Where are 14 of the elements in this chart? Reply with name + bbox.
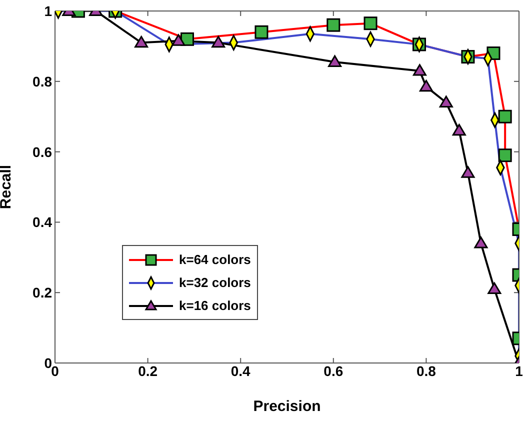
x-tick-label: 0.6 bbox=[324, 362, 344, 379]
y-tick-label: 0.2 bbox=[32, 284, 52, 301]
x-tick-label: 0.8 bbox=[416, 362, 436, 379]
x-tick-label: 0.2 bbox=[138, 362, 158, 379]
legend-label: k=32 colors bbox=[179, 275, 251, 290]
legend-label: k=64 colors bbox=[179, 252, 251, 267]
legend-label: k=16 colors bbox=[179, 298, 251, 313]
x-axis-title: Precision bbox=[253, 398, 321, 415]
y-tick-label: 1 bbox=[44, 2, 52, 19]
x-tick-label: 0.4 bbox=[230, 362, 251, 379]
y-tick-label: 0.4 bbox=[32, 214, 52, 230]
x-tick-label: 1 bbox=[515, 362, 524, 379]
y-tick-label: 0.8 bbox=[32, 73, 52, 90]
y-tick-label: 0.6 bbox=[32, 144, 52, 160]
